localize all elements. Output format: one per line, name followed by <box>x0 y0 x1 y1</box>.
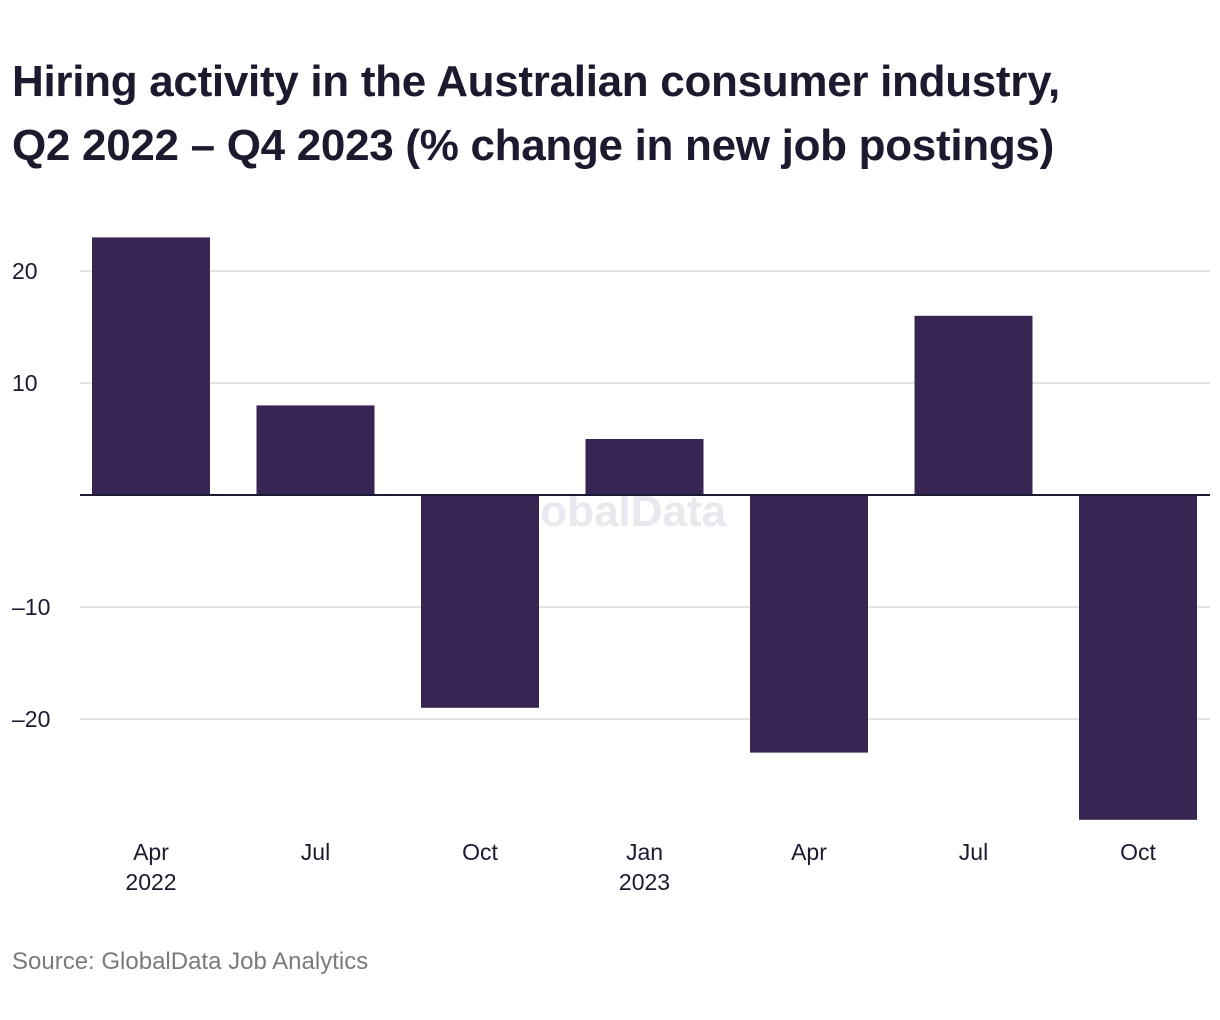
y-tick-label: –10 <box>12 594 50 620</box>
x-tick-label: Apr <box>133 839 169 865</box>
bar-oct-2023 <box>1079 495 1197 820</box>
gridlines <box>80 270 1210 720</box>
bar-jul-2023 <box>914 315 1033 495</box>
x-tick-label: Oct <box>462 839 498 865</box>
x-tick-label: Jul <box>301 839 330 865</box>
bar-jul-2022 <box>256 405 375 495</box>
x-axis-tick-labels: Apr 2022 Jul Oct Jan 2023 Apr Jul Oct <box>125 839 1156 895</box>
x-tick-label: 2023 <box>619 869 670 895</box>
bar-apr-2023 <box>750 495 868 753</box>
x-tick-label: Jan <box>626 839 663 865</box>
x-tick-label: Apr <box>791 839 827 865</box>
x-tick-label: Oct <box>1120 839 1156 865</box>
source-note: Source: GlobalData Job Analytics <box>12 948 369 975</box>
x-tick-label: 2022 <box>125 869 176 895</box>
y-tick-label: 20 <box>12 258 38 284</box>
y-tick-label: 10 <box>12 370 38 396</box>
y-tick-label: –20 <box>12 706 50 732</box>
y-axis-tick-labels: 20 10 –10 –20 <box>12 258 50 732</box>
chart-title-line-2: Q2 2022 – Q4 2023 (% change in new job p… <box>12 121 1054 170</box>
chart-title-line-1: Hiring activity in the Australian consum… <box>12 57 1060 106</box>
x-tick-label: Jul <box>959 839 988 865</box>
chart-title: Hiring activity in the Australian consum… <box>12 50 1212 178</box>
bars <box>92 237 1197 820</box>
bar-apr-2022 <box>92 237 210 495</box>
bar-jan-2023 <box>585 439 704 495</box>
bar-oct-2022 <box>421 495 539 708</box>
